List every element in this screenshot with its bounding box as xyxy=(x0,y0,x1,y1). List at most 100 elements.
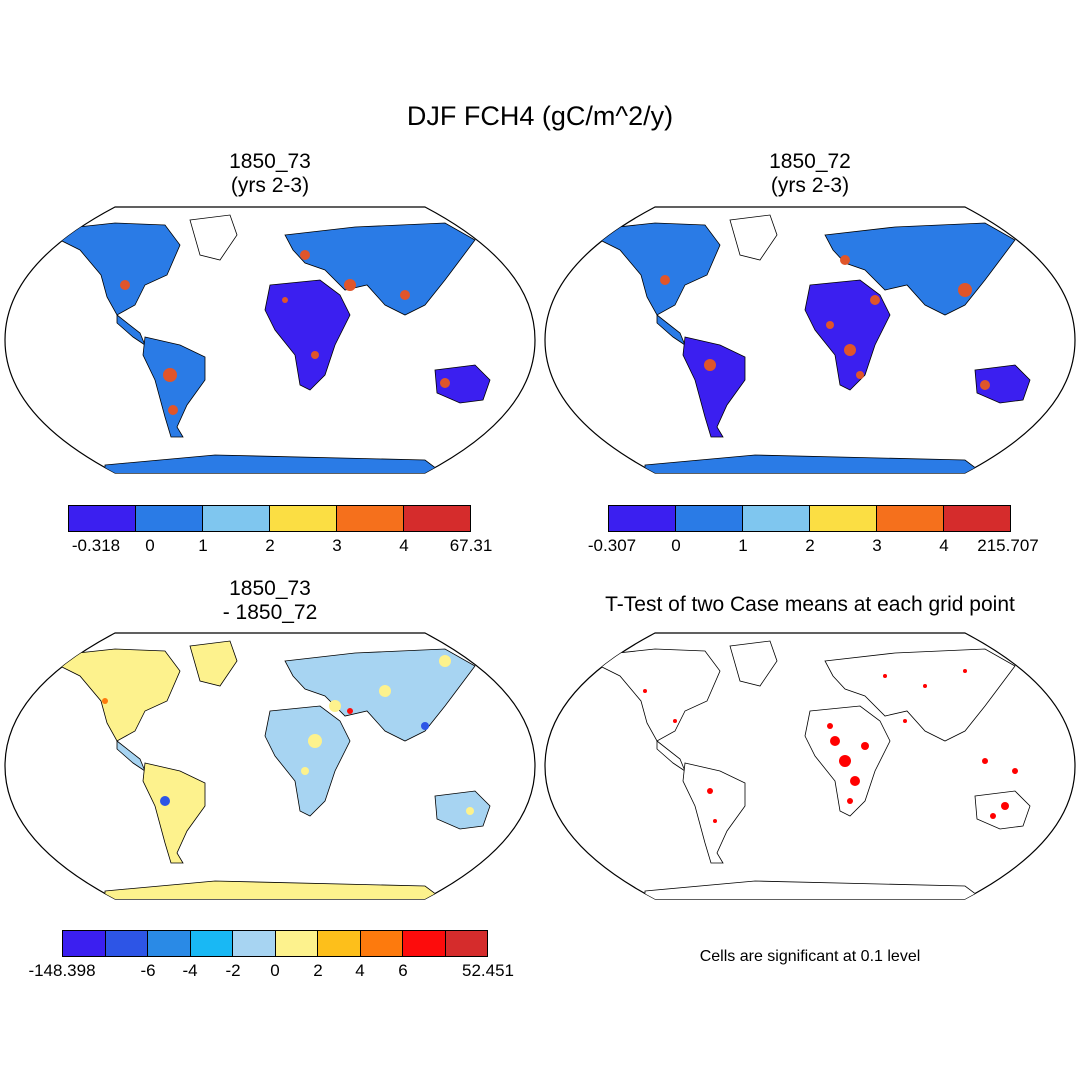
north-america xyxy=(49,648,181,742)
hotspots xyxy=(120,250,450,415)
colorbar-label: -2 xyxy=(225,961,241,980)
australia xyxy=(974,364,1031,404)
south-america xyxy=(142,762,206,864)
panel-title-line2: - 1850_72 xyxy=(222,601,318,624)
africa xyxy=(264,279,351,391)
colorbar-label: 2 xyxy=(313,961,323,980)
colorbar-label: 52.451 xyxy=(462,961,514,980)
continents xyxy=(589,214,1031,473)
figure-title: DJF FCH4 (gC/m^2/y) xyxy=(406,101,674,131)
south-america xyxy=(142,336,206,438)
antarctica xyxy=(644,454,987,473)
panel-title-line2: (yrs 2-3) xyxy=(770,174,850,197)
panel-title-line1: 1850_73 xyxy=(229,577,311,600)
antarctica xyxy=(104,454,447,473)
panel-title-bottom-right: T-Test of two Case means at each grid po… xyxy=(605,593,1015,616)
colorbar-label: 4 xyxy=(399,536,409,555)
colorbar-box xyxy=(233,931,276,956)
australia xyxy=(434,364,491,404)
greenland xyxy=(189,214,238,261)
colorbar-label: 2 xyxy=(265,536,275,555)
europe-asia xyxy=(824,648,1016,742)
africa xyxy=(264,705,351,817)
colorbar-box xyxy=(148,931,191,956)
world-map-bottom-left xyxy=(4,632,536,900)
greenland xyxy=(729,640,778,687)
africa xyxy=(804,279,891,391)
colorbar-box xyxy=(743,506,810,531)
australia xyxy=(434,790,491,830)
significant-cells xyxy=(643,669,1018,823)
colorbar-label: 2 xyxy=(805,536,815,555)
panel-title-line1: 1850_72 xyxy=(769,150,851,173)
greenland xyxy=(189,640,238,687)
colorbar-box xyxy=(404,506,470,531)
north-america xyxy=(589,648,721,742)
central-america xyxy=(656,314,686,347)
greenland xyxy=(729,214,778,261)
panel-title-line2: (yrs 2-3) xyxy=(230,174,310,197)
colorbar-label: 0 xyxy=(270,961,280,980)
central-america xyxy=(116,314,146,347)
central-america xyxy=(116,740,146,773)
colorbar-box xyxy=(69,506,136,531)
colorbar-box xyxy=(190,931,233,956)
colorbar-box xyxy=(275,931,318,956)
world-map-top-left xyxy=(4,206,536,474)
colorbar-box xyxy=(944,506,1010,531)
panel-title-top-right: 1850_72 (yrs 2-3) xyxy=(710,150,910,198)
colorbar-label: 6 xyxy=(398,961,408,980)
europe-asia xyxy=(284,648,476,742)
significance-note: Cells are significant at 0.1 level xyxy=(699,948,921,965)
colorbar-box xyxy=(318,931,361,956)
colorbar-box xyxy=(445,931,487,956)
colorbar-label: -6 xyxy=(140,961,156,980)
colorbar-box xyxy=(810,506,877,531)
colorbar-label: 0 xyxy=(145,536,155,555)
colorbar-box xyxy=(609,506,676,531)
colorbar-label: 215.707 xyxy=(977,536,1039,555)
continents xyxy=(49,214,491,473)
colorbar-top-left xyxy=(68,505,471,532)
colorbar-label: -4 xyxy=(182,961,198,980)
colorbar-label: -0.318 xyxy=(71,536,121,555)
world-map-bottom-right xyxy=(544,632,1076,900)
south-america xyxy=(682,336,746,438)
colorbar-box xyxy=(360,931,403,956)
colorbar-bottom-left xyxy=(62,930,488,957)
colorbar-label: 3 xyxy=(872,536,882,555)
colorbar-label: 4 xyxy=(939,536,949,555)
difference-speckles xyxy=(102,655,474,815)
continents xyxy=(49,640,491,899)
colorbar-box xyxy=(270,506,337,531)
antarctica xyxy=(644,880,987,899)
colorbar-box xyxy=(337,506,404,531)
colorbar-label: 0 xyxy=(671,536,681,555)
colorbar-box xyxy=(676,506,743,531)
colorbar-label: 1 xyxy=(198,536,208,555)
panel-title-top-left: 1850_73 (yrs 2-3) xyxy=(170,150,370,198)
north-america xyxy=(49,222,181,316)
hotspots xyxy=(660,255,990,390)
colorbar-top-right xyxy=(608,505,1011,532)
colorbar-label: 67.31 xyxy=(449,536,493,555)
central-america xyxy=(656,740,686,773)
south-america xyxy=(682,762,746,864)
colorbar-box xyxy=(203,506,270,531)
colorbar-label: 1 xyxy=(738,536,748,555)
colorbar-box xyxy=(63,931,106,956)
australia xyxy=(974,790,1031,830)
colorbar-box xyxy=(136,506,203,531)
colorbar-box xyxy=(877,506,944,531)
colorbar-label: 4 xyxy=(355,961,365,980)
antarctica xyxy=(104,880,447,899)
colorbar-label: -0.307 xyxy=(587,536,637,555)
colorbar-label: 3 xyxy=(332,536,342,555)
colorbar-label: -148.398 xyxy=(28,961,96,980)
colorbar-box xyxy=(105,931,148,956)
world-map-top-right xyxy=(544,206,1076,474)
panel-title-line1: 1850_73 xyxy=(229,150,311,173)
colorbar-box xyxy=(403,931,446,956)
continents xyxy=(589,640,1031,899)
panel-title-bottom-left: 1850_73 - 1850_72 xyxy=(170,577,370,625)
